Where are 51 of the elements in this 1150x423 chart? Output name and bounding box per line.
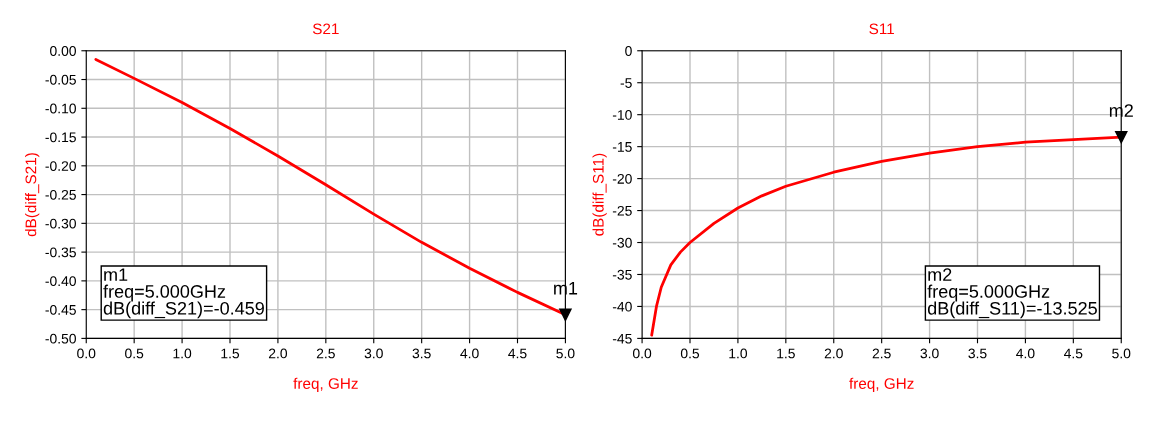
x-tick-label: 1.5 <box>777 348 795 359</box>
y-tick-label: -0.45 <box>45 304 76 315</box>
x-tick-label: 0.5 <box>680 348 700 359</box>
y-tick-label: -10 <box>612 110 632 120</box>
x-tick-label: 4.0 <box>460 348 479 359</box>
y-tick-label: -0.20 <box>45 161 76 171</box>
x-tick-label: 3.0 <box>364 348 383 359</box>
y-tick-label: -15 <box>612 142 632 152</box>
x-tick-label: 5.0 <box>1112 348 1131 359</box>
y-tick-label: 0.00 <box>50 46 76 56</box>
x-tick-label: 2.5 <box>316 348 335 359</box>
annotation: m1 freq=5.000GHz dB(diff_S21)=-0.459 <box>103 268 264 319</box>
x-tick-label: 4.0 <box>1016 348 1035 359</box>
chart-title: S11 <box>869 23 894 35</box>
y-tick-label: -25 <box>612 205 632 216</box>
x-tick-label: 4.5 <box>508 348 527 359</box>
y-tick-label: -0.40 <box>45 276 76 287</box>
y-tick-label: -30 <box>612 237 632 248</box>
chart-title: S21 <box>312 23 339 35</box>
annotation: m2 freq=5.000GHz dB(diff_S11)=-13.525 <box>927 268 1097 319</box>
x-tick-label: 2.0 <box>268 348 288 359</box>
x-tick-label: 2.0 <box>824 348 843 359</box>
y-tick-label: -40 <box>612 301 632 312</box>
x-tick-label: 0.5 <box>125 348 144 359</box>
y-tick-label: -45 <box>612 333 632 344</box>
y-tick-label: -0.10 <box>45 103 76 114</box>
x-tick-label: 0.0 <box>632 348 652 359</box>
x-tick-label: 2.5 <box>872 348 891 359</box>
y-tick-label: -0.35 <box>45 247 76 258</box>
x-axis-title: freq, GHz <box>293 377 358 392</box>
y-axis-title: dB(diff_S11) <box>592 153 607 236</box>
x-tick-label: 1.5 <box>221 348 240 359</box>
y-tick-label: -35 <box>612 269 632 280</box>
x-tick-label: 1.0 <box>729 348 748 359</box>
x-axis-title: freq, GHz <box>849 377 914 392</box>
y-axis-title: dB(diff_S21) <box>25 153 40 237</box>
x-tick-label: 3.5 <box>412 348 431 359</box>
x-tick-label: 5.0 <box>556 348 575 359</box>
y-tick-label: -5 <box>620 78 632 88</box>
y-tick-label: -0.05 <box>45 74 76 85</box>
y-tick-label: -0.30 <box>45 218 76 229</box>
x-tick-label: 0.0 <box>77 348 96 359</box>
x-tick-label: 3.0 <box>920 348 939 359</box>
y-tick-label: -20 <box>612 173 632 184</box>
x-tick-label: 1.0 <box>173 348 192 359</box>
y-tick-label: -0.50 <box>45 333 76 344</box>
x-tick-label: 3.5 <box>968 348 987 359</box>
y-tick-label: -0.15 <box>45 132 76 143</box>
y-tick-label: 0 <box>625 46 632 56</box>
y-tick-label: -0.25 <box>45 189 76 200</box>
x-tick-label: 4.5 <box>1064 348 1083 359</box>
